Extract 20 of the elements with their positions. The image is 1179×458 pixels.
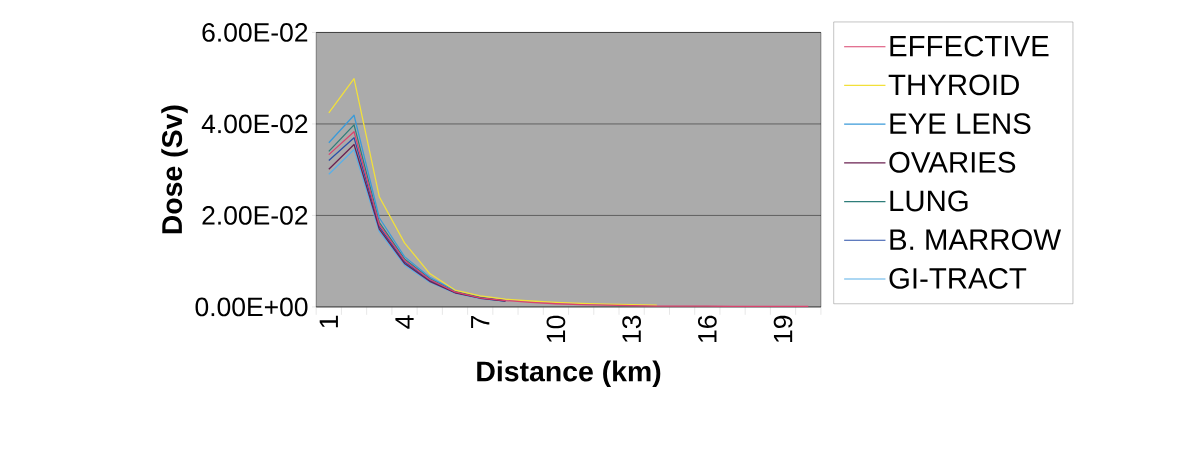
legend-label: THYROID — [888, 74, 1019, 96]
y-tick-label: 6.00E-02 — [202, 22, 308, 42]
x-tick-label: 4 — [395, 315, 414, 329]
x-tick-label: 1 — [319, 315, 338, 328]
y-tick-label: 4.00E-02 — [201, 114, 308, 134]
y-tick-label: 0.00E+00 — [195, 297, 308, 317]
x-tick-label: 10 — [546, 315, 566, 342]
legend-label: LUNG — [890, 190, 968, 212]
legend-label: GI-TRACT — [889, 267, 1027, 289]
legend-label: EYE LENS — [890, 112, 1031, 134]
x-tick-label: 7 — [471, 315, 490, 328]
y-tick-label: 2.00E-02 — [202, 205, 308, 225]
legend-label: EFFECTIVE — [890, 35, 1049, 57]
x-tick-label: 19 — [773, 315, 793, 342]
y-axis-title: Dose (Sv) — [161, 105, 188, 234]
x-tick-label: 16 — [697, 315, 717, 342]
legend-label: OVARIES — [889, 151, 1016, 173]
x-tick-label: 13 — [622, 315, 641, 342]
legend-label: B. MARROW — [890, 229, 1062, 250]
x-axis-title: Distance (km) — [477, 360, 661, 387]
